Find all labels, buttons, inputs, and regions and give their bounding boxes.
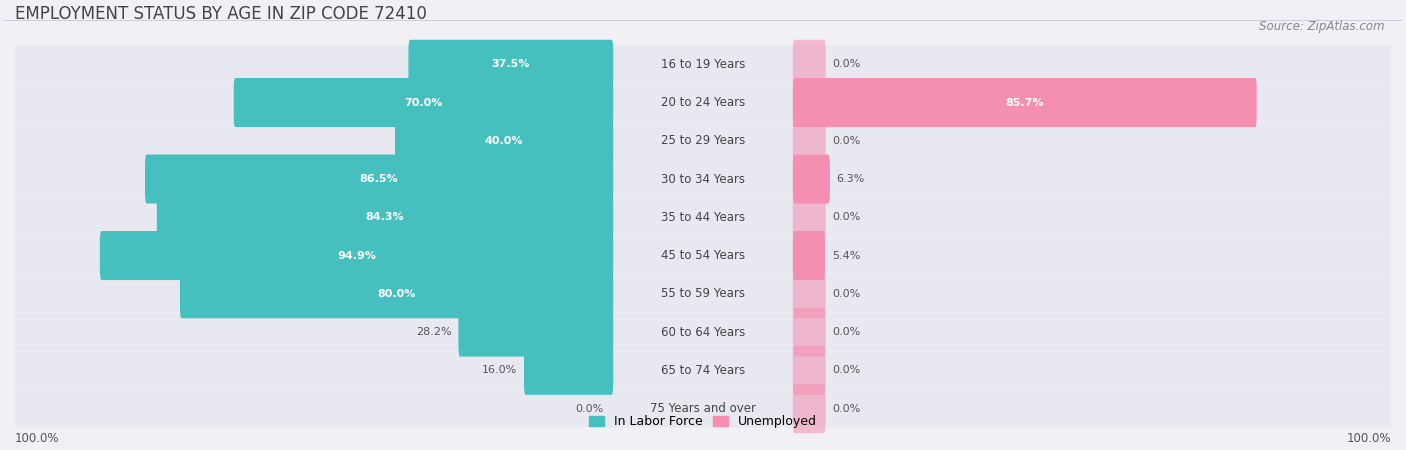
Text: 30 to 34 Years: 30 to 34 Years <box>661 172 745 185</box>
Text: 70.0%: 70.0% <box>405 98 443 108</box>
Text: 0.0%: 0.0% <box>832 365 860 375</box>
Text: 6.3%: 6.3% <box>837 174 865 184</box>
FancyBboxPatch shape <box>395 116 613 165</box>
Text: 20 to 24 Years: 20 to 24 Years <box>661 96 745 109</box>
Text: 28.2%: 28.2% <box>416 327 451 337</box>
FancyBboxPatch shape <box>180 270 613 318</box>
FancyBboxPatch shape <box>793 154 830 203</box>
Text: 86.5%: 86.5% <box>360 174 398 184</box>
FancyBboxPatch shape <box>793 78 1257 127</box>
FancyBboxPatch shape <box>793 231 825 280</box>
FancyBboxPatch shape <box>793 308 825 356</box>
Text: 0.0%: 0.0% <box>575 404 603 414</box>
FancyBboxPatch shape <box>458 308 613 356</box>
FancyBboxPatch shape <box>793 116 825 165</box>
Text: 37.5%: 37.5% <box>492 59 530 69</box>
Text: 65 to 74 Years: 65 to 74 Years <box>661 364 745 377</box>
Text: Source: ZipAtlas.com: Source: ZipAtlas.com <box>1260 20 1385 33</box>
FancyBboxPatch shape <box>15 84 1391 121</box>
FancyBboxPatch shape <box>233 78 613 127</box>
FancyBboxPatch shape <box>15 122 1391 160</box>
FancyBboxPatch shape <box>15 390 1391 428</box>
Text: 45 to 54 Years: 45 to 54 Years <box>661 249 745 262</box>
Text: 5.4%: 5.4% <box>832 251 860 261</box>
Text: 80.0%: 80.0% <box>377 289 416 299</box>
Text: 35 to 44 Years: 35 to 44 Years <box>661 211 745 224</box>
Legend: In Labor Force, Unemployed: In Labor Force, Unemployed <box>583 410 823 433</box>
FancyBboxPatch shape <box>15 351 1391 389</box>
Text: 0.0%: 0.0% <box>832 404 860 414</box>
Text: 16 to 19 Years: 16 to 19 Years <box>661 58 745 71</box>
FancyBboxPatch shape <box>145 154 613 203</box>
Text: 0.0%: 0.0% <box>832 59 860 69</box>
FancyBboxPatch shape <box>793 270 825 318</box>
Text: 0.0%: 0.0% <box>832 289 860 299</box>
FancyBboxPatch shape <box>100 231 613 280</box>
FancyBboxPatch shape <box>15 198 1391 236</box>
Text: EMPLOYMENT STATUS BY AGE IN ZIP CODE 72410: EMPLOYMENT STATUS BY AGE IN ZIP CODE 724… <box>15 5 427 23</box>
FancyBboxPatch shape <box>15 275 1391 313</box>
Text: 55 to 59 Years: 55 to 59 Years <box>661 287 745 300</box>
Text: 100.0%: 100.0% <box>1347 432 1391 446</box>
FancyBboxPatch shape <box>15 237 1391 274</box>
FancyBboxPatch shape <box>793 193 825 242</box>
Text: 0.0%: 0.0% <box>832 136 860 146</box>
Text: 25 to 29 Years: 25 to 29 Years <box>661 134 745 147</box>
FancyBboxPatch shape <box>793 40 825 89</box>
FancyBboxPatch shape <box>157 193 613 242</box>
FancyBboxPatch shape <box>408 40 613 89</box>
Text: 40.0%: 40.0% <box>485 136 523 146</box>
FancyBboxPatch shape <box>15 313 1391 351</box>
Text: 60 to 64 Years: 60 to 64 Years <box>661 326 745 338</box>
FancyBboxPatch shape <box>793 346 825 395</box>
Text: 0.0%: 0.0% <box>832 327 860 337</box>
Text: 0.0%: 0.0% <box>832 212 860 222</box>
FancyBboxPatch shape <box>15 45 1391 83</box>
FancyBboxPatch shape <box>793 384 825 433</box>
Text: 16.0%: 16.0% <box>482 365 517 375</box>
FancyBboxPatch shape <box>15 160 1391 198</box>
Text: 94.9%: 94.9% <box>337 251 375 261</box>
Text: 100.0%: 100.0% <box>15 432 59 446</box>
Text: 84.3%: 84.3% <box>366 212 405 222</box>
Text: 75 Years and over: 75 Years and over <box>650 402 756 415</box>
FancyBboxPatch shape <box>524 346 613 395</box>
Text: 85.7%: 85.7% <box>1005 98 1045 108</box>
